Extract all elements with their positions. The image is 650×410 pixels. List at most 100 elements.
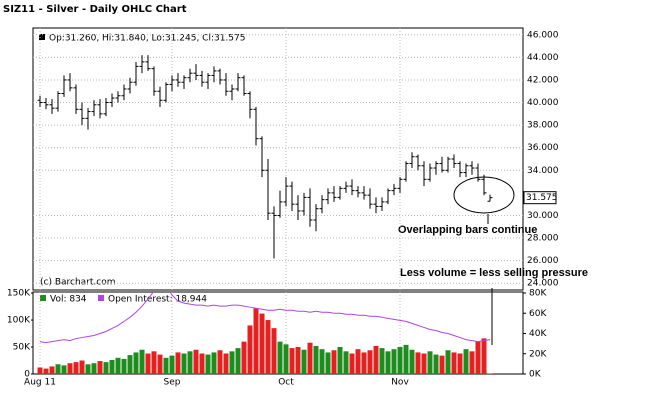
volume-bar: [284, 344, 289, 374]
volume-bar: [212, 352, 217, 374]
volume-bar: [158, 355, 163, 374]
volume-bar: [290, 348, 295, 374]
volume-bar: [104, 362, 109, 374]
y-tick-label: 28.000: [527, 234, 559, 244]
volume-bar: [320, 349, 325, 374]
legend-label: Vol: 834: [50, 295, 87, 305]
volume-bar: [368, 350, 373, 374]
volume-bar: [458, 354, 463, 375]
volume-bar: [80, 361, 85, 374]
volume-bar: [146, 354, 151, 375]
legend-label: Open Interest: 18,944: [108, 295, 207, 305]
y-tick-label: 24.000: [527, 279, 559, 289]
volume-bar: [446, 350, 451, 374]
volume-bar: [242, 342, 247, 374]
y-tick-label: 30.000: [527, 211, 559, 221]
volume-bar: [194, 350, 199, 374]
volume-bar: [326, 352, 331, 374]
volume-bar: [410, 350, 415, 374]
volume-bar: [74, 362, 79, 374]
y-tick-label: 50K: [13, 343, 31, 353]
volume-bar: [380, 348, 385, 374]
x-tick-label: Sep: [164, 378, 181, 388]
volume-bar: [140, 350, 145, 374]
volume-bar: [224, 354, 229, 375]
y-tick-label: 40K: [529, 329, 547, 339]
volume-bar: [482, 338, 487, 374]
volume-bar: [386, 351, 391, 374]
y-tick-label: 42.000: [527, 75, 559, 85]
volume-bar: [230, 351, 235, 374]
volume-bar: [218, 350, 223, 374]
volume-bar: [254, 308, 259, 374]
volume-bar: [392, 349, 397, 374]
volume-bar: [176, 352, 181, 374]
y-tick-label: 20K: [529, 349, 547, 359]
legend-swatch: [98, 295, 104, 301]
volume-bar: [434, 355, 439, 374]
y-tick-label: 150K: [7, 289, 31, 299]
y-tick-label: 100K: [7, 316, 31, 326]
volume-bar: [422, 354, 427, 375]
volume-bar: [452, 352, 457, 374]
volume-bar: [272, 328, 277, 374]
volume-bar: [278, 342, 283, 374]
volume-bar: [344, 351, 349, 374]
y-tick-label: 40.000: [527, 98, 559, 108]
volume-bar: [356, 349, 361, 374]
volume-bar: [206, 355, 211, 374]
chart-title: SIZ11 - Silver - Daily OHLC Chart: [3, 4, 187, 15]
volume-bar: [308, 343, 313, 374]
volume-bar: [350, 354, 355, 375]
volume-bar: [170, 356, 175, 374]
volume-bar: [440, 356, 445, 374]
volume-bar: [398, 347, 403, 374]
copyright: (c) Barchart.com: [40, 278, 116, 288]
y-tick-label: 38.000: [527, 121, 559, 131]
volume-bar: [122, 359, 127, 374]
volume-bar: [476, 342, 481, 374]
y-tick-label: 44.000: [527, 53, 559, 63]
volume-bar: [266, 320, 271, 374]
volume-bar: [470, 351, 475, 374]
volume-bar: [416, 352, 421, 374]
volume-bar: [62, 365, 67, 374]
volume-bar: [296, 347, 301, 374]
volume-bar: [464, 349, 469, 374]
volume-bar: [116, 358, 121, 374]
y-tick-label: 46.000: [527, 30, 559, 40]
volume-bar: [98, 361, 103, 374]
volume-bar: [86, 364, 91, 374]
volume-bar: [92, 363, 97, 374]
volume-bar: [200, 354, 205, 375]
volume-bar: [152, 351, 157, 374]
last-price-label: 31.575: [526, 193, 558, 203]
volume-bar: [164, 358, 169, 374]
volume-bar: [134, 352, 139, 374]
volume-bar: [44, 369, 49, 374]
volume-bar: [428, 351, 433, 374]
y-tick-label: 34.000: [527, 166, 559, 176]
x-tick-label: Nov: [391, 378, 409, 388]
volume-bar: [338, 347, 343, 374]
volume-bar: [332, 350, 337, 374]
y-tick-label: 60K: [529, 309, 547, 319]
y-tick-label: 0K: [529, 370, 542, 380]
volume-bar: [50, 366, 55, 374]
volume-bar: [128, 355, 133, 374]
volume-bar: [302, 350, 307, 374]
volume-bar: [110, 360, 115, 374]
volume-bar: [236, 348, 241, 374]
annotation: Less volume = less selling pressure: [400, 267, 588, 279]
volume-bar: [38, 368, 43, 374]
volume-bar: [374, 346, 379, 374]
annotation: Overlapping bars continue: [398, 224, 537, 236]
volume-bar: [68, 363, 73, 374]
volume-bar: [314, 346, 319, 374]
volume-bar: [248, 325, 253, 374]
y-tick-label: 36.000: [527, 143, 559, 153]
y-tick-label: 26.000: [527, 256, 559, 266]
y-tick-label: 80K: [529, 289, 547, 299]
volume-bar: [362, 352, 367, 374]
